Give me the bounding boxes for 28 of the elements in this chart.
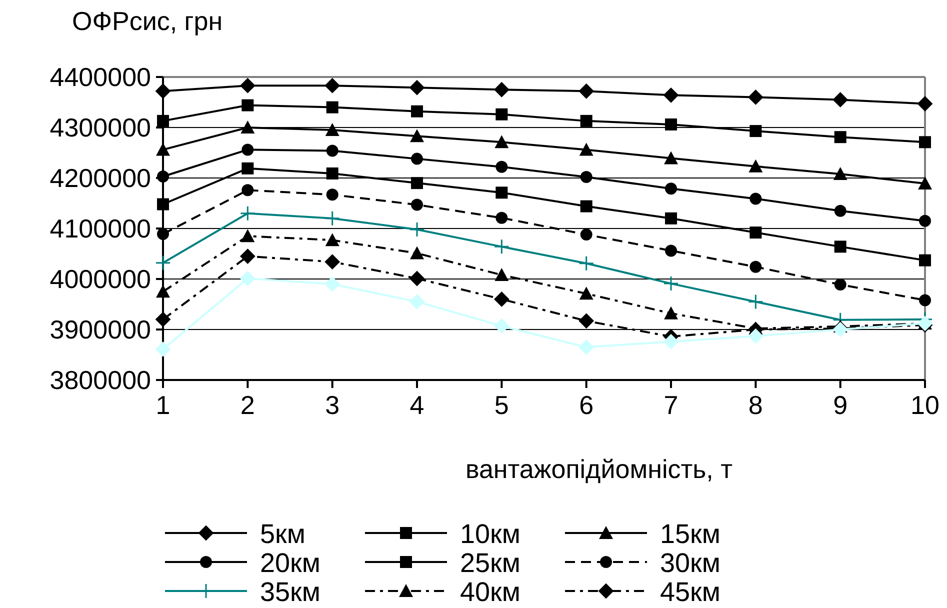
legend-label: 5км xyxy=(260,519,306,549)
x-tick-label: 1 xyxy=(156,390,170,420)
legend-label: 45км xyxy=(660,577,720,607)
x-tick-label: 7 xyxy=(664,390,678,420)
legend-label: 30км xyxy=(660,548,720,578)
legend-label: 35км xyxy=(260,577,320,607)
x-tick-label: 2 xyxy=(240,390,255,420)
legend-label: 15км xyxy=(660,519,720,549)
x-tick-label: 10 xyxy=(910,390,940,420)
legend-label: 10км xyxy=(460,519,520,549)
y-tick-label: 4300000 xyxy=(50,112,151,142)
y-tick-label: 4000000 xyxy=(50,264,151,294)
y-tick-label: 4400000 xyxy=(50,62,151,92)
x-tick-label: 4 xyxy=(410,390,424,420)
y-tick-label: 4100000 xyxy=(50,214,151,244)
x-tick-label: 9 xyxy=(833,390,848,420)
x-axis-title: вантажопідйомність, т xyxy=(465,454,733,484)
legend-label: 25км xyxy=(460,548,520,578)
legend-label: 40км xyxy=(460,577,520,607)
y-tick-label: 3900000 xyxy=(50,314,151,344)
y-tick-label: 3800000 xyxy=(50,365,151,395)
x-tick-label: 6 xyxy=(579,390,594,420)
y-tick-label: 4200000 xyxy=(50,163,151,193)
y-axis-title: ОФРсис, грн xyxy=(72,6,223,36)
x-tick-label: 3 xyxy=(325,390,340,420)
x-tick-label: 8 xyxy=(748,390,763,420)
x-tick-label: 5 xyxy=(494,390,509,420)
legend-label: 20км xyxy=(260,548,320,578)
